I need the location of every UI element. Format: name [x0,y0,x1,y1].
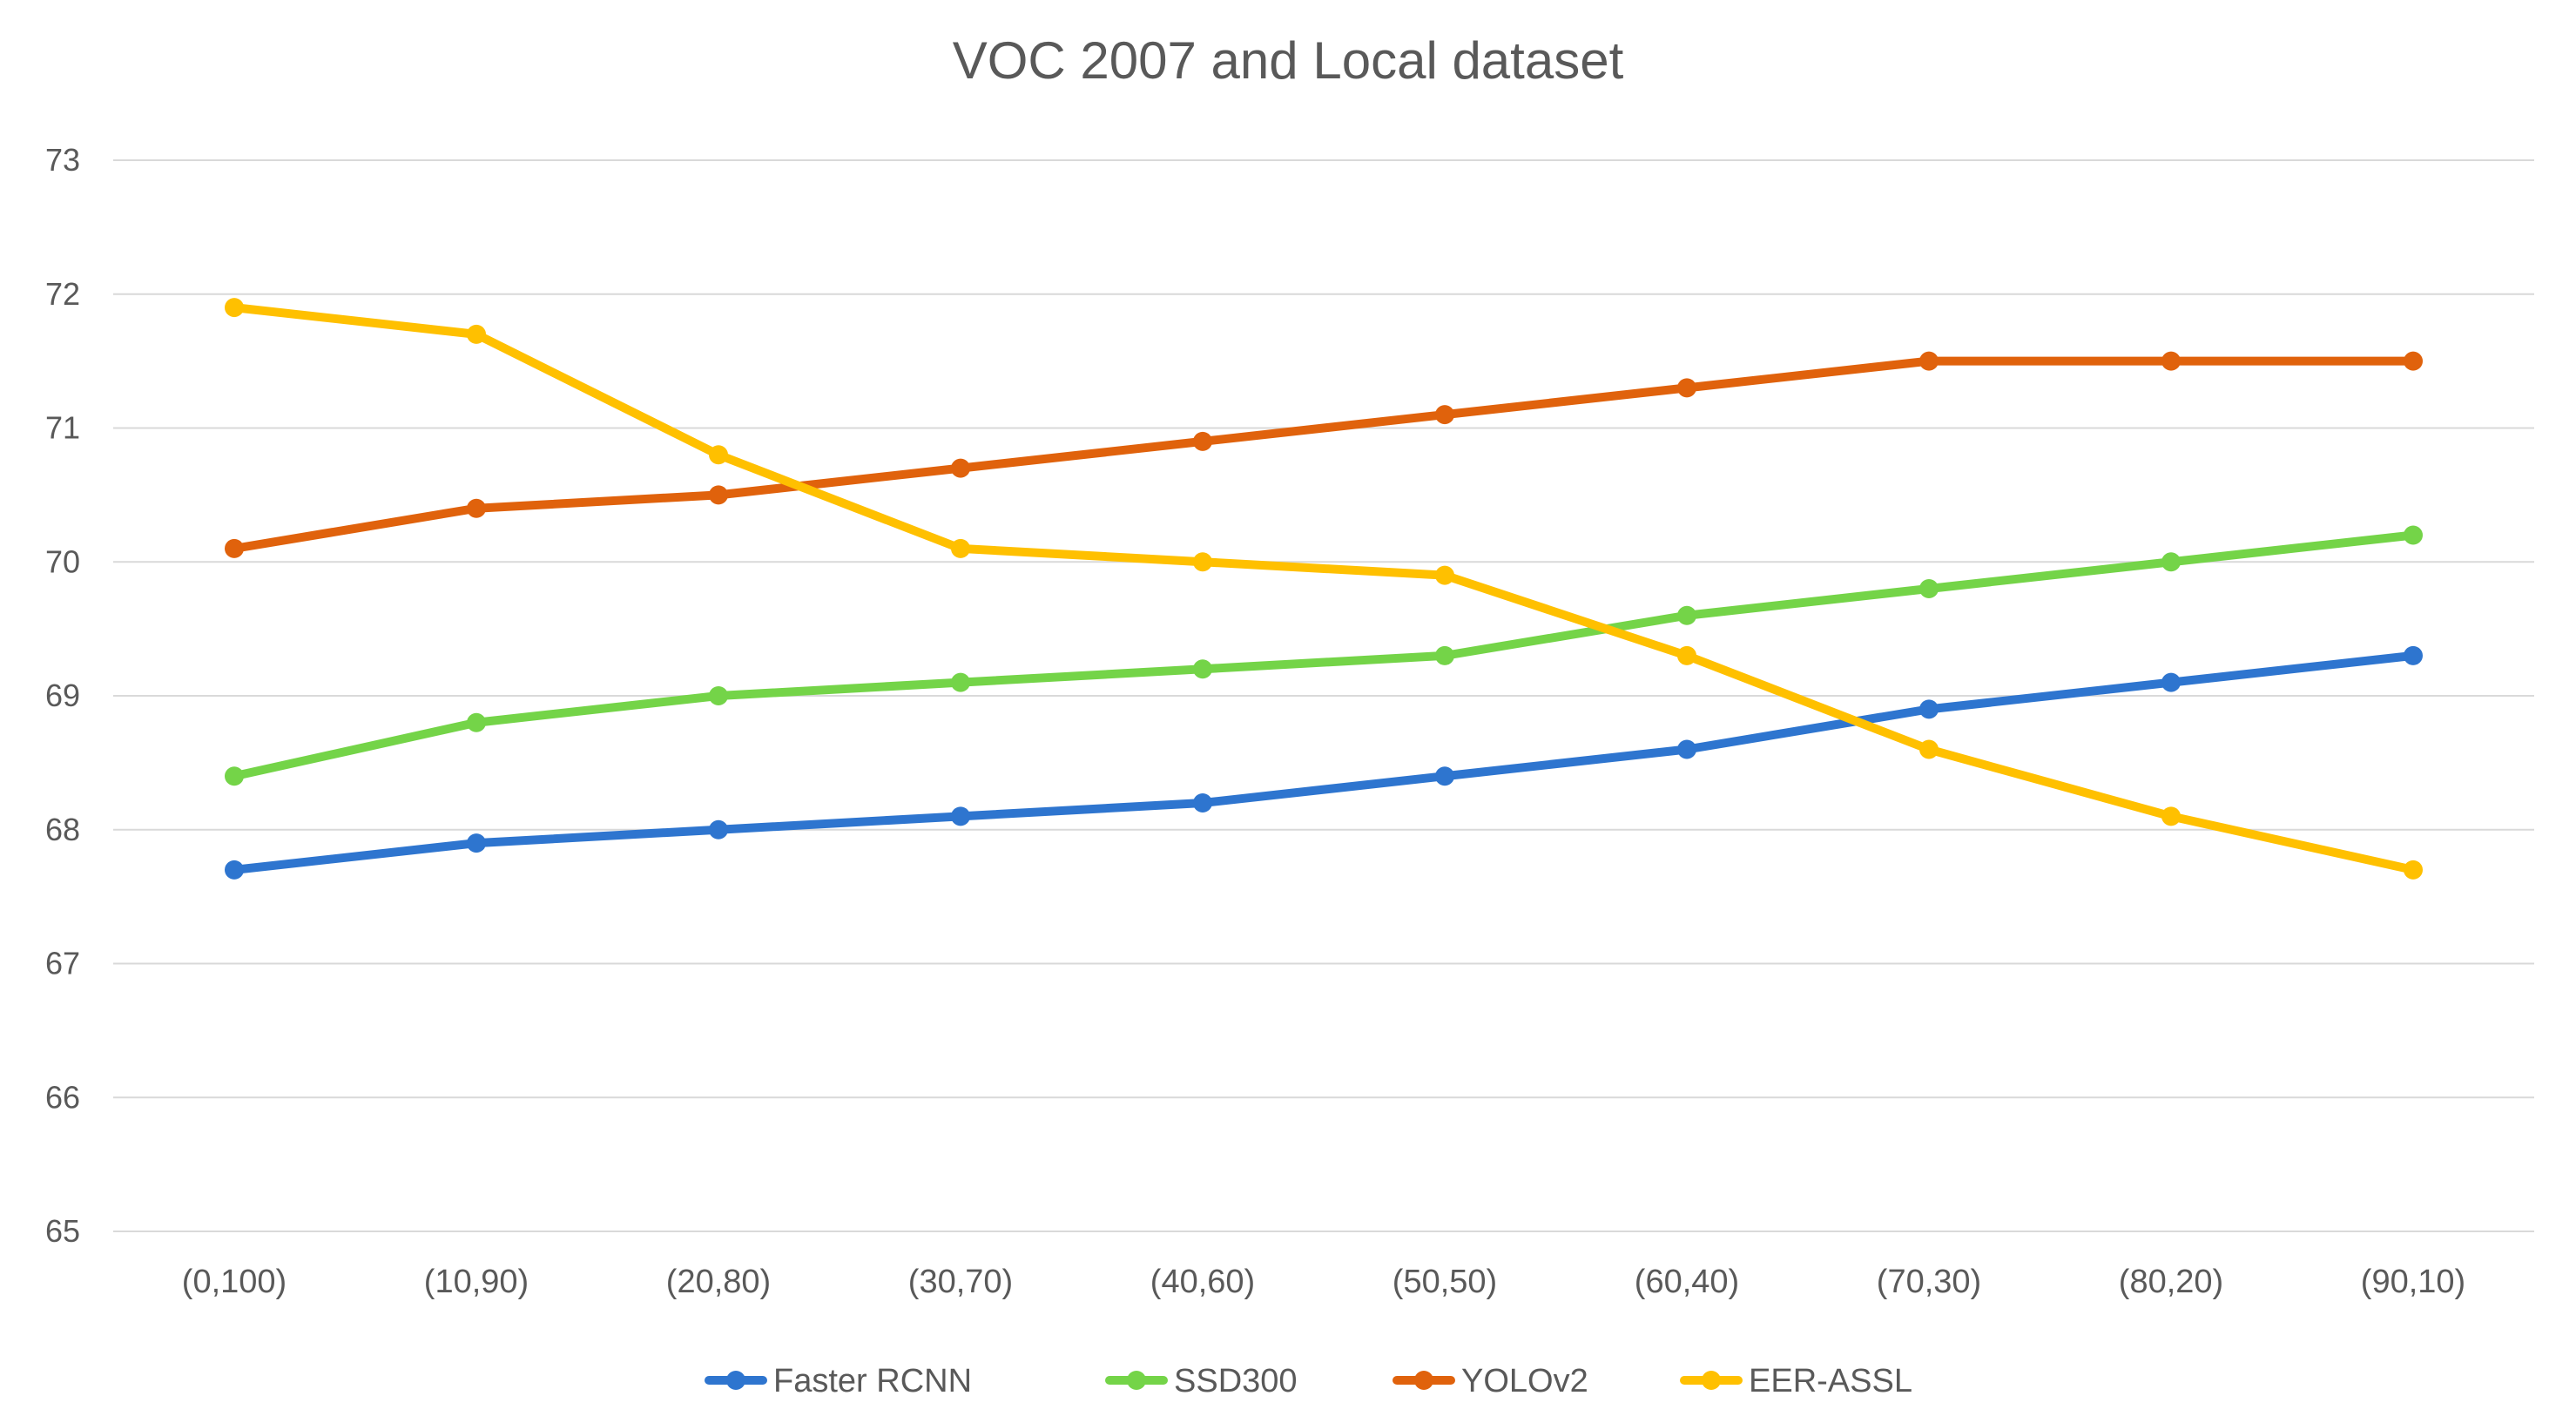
data-point [467,324,486,344]
data-point [467,833,486,853]
y-tick-label: 70 [45,543,80,579]
data-point [2161,806,2181,826]
chart-title: VOC 2007 and Local dataset [953,31,1624,90]
x-tick-label: (20,80) [666,1264,771,1300]
series-line [230,303,2418,874]
data-point [1677,645,1696,665]
data-point [1193,793,1212,813]
y-tick-label: 71 [45,410,80,446]
data-point [951,458,970,478]
data-point [709,485,728,505]
x-axis-ticks: (0,100) (10,90) (20,80) (30,70) (40,60) (50,5… [182,1264,2465,1300]
data-point [1193,552,1212,572]
data-point [1919,739,1939,759]
series-ssd300 [225,525,2423,786]
y-tick-label: 72 [45,276,80,312]
data-point [2404,525,2423,545]
data-point [1435,405,1454,425]
data-point [951,672,970,692]
data-point [1919,699,1939,719]
legend: Faster RCNN SSD300 YOLOv2 EER-ASSL [705,1363,1912,1399]
legend-swatch-marker [1127,1371,1146,1390]
legend-label: Faster RCNN [773,1363,972,1399]
data-point [951,806,970,826]
data-point [2161,672,2181,692]
data-point [1435,766,1454,786]
data-point [225,766,244,786]
data-point [2404,645,2423,665]
data-point [225,860,244,880]
y-tick-label: 73 [45,142,80,178]
legend-label: EER-ASSL [1749,1363,1912,1399]
x-tick-label: (60,40) [1635,1264,1739,1300]
series-yolov2 [225,351,2423,558]
data-point [1677,378,1696,398]
data-point [1677,739,1696,759]
y-tick-label: 69 [45,678,80,713]
legend-label: YOLOv2 [1461,1363,1588,1399]
data-point [1677,605,1696,625]
data-point [1919,351,1939,371]
data-point [1919,579,1939,598]
y-axis-ticks: 65 66 67 68 69 70 71 72 73 [45,142,80,1249]
data-point [2404,351,2423,371]
y-tick-label: 65 [45,1213,80,1249]
data-point [1193,431,1212,451]
x-tick-label: (0,100) [182,1264,287,1300]
series-line [230,530,2418,781]
series-eer-assl [225,298,2423,880]
x-tick-label: (50,50) [1393,1264,1497,1300]
data-point [951,538,970,558]
legend-swatch-marker [1702,1371,1721,1390]
legend-item: EER-ASSL [1680,1363,1912,1399]
y-tick-label: 68 [45,812,80,847]
x-tick-label: (30,70) [908,1264,1013,1300]
x-tick-label: (40,60) [1150,1264,1255,1300]
series-faster-rcnn [225,645,2423,880]
data-point [1193,659,1212,679]
series-line [230,651,2418,874]
data-point [225,298,244,318]
gridlines [113,159,2534,1232]
data-point [2404,860,2423,880]
x-tick-label: (10,90) [424,1264,529,1300]
data-point [709,445,728,465]
data-point [467,712,486,732]
y-tick-label: 66 [45,1079,80,1115]
series-line [230,356,2418,553]
legend-swatch-marker [1414,1371,1433,1390]
x-tick-label: (90,10) [2361,1264,2465,1300]
data-point [467,498,486,518]
y-tick-label: 67 [45,946,80,981]
data-point [2161,351,2181,371]
legend-item: YOLOv2 [1393,1363,1588,1399]
data-point [225,538,244,558]
data-point [1435,565,1454,585]
data-point [709,819,728,839]
data-point [1435,645,1454,665]
data-point [709,686,728,705]
legend-swatch-marker [726,1371,745,1390]
x-tick-label: (80,20) [2119,1264,2223,1300]
series-group [225,298,2423,880]
legend-label: SSD300 [1174,1363,1298,1399]
legend-item: SSD300 [1105,1363,1298,1399]
legend-item: Faster RCNN [705,1363,972,1399]
x-tick-label: (70,30) [1877,1264,1981,1300]
data-point [2161,552,2181,572]
